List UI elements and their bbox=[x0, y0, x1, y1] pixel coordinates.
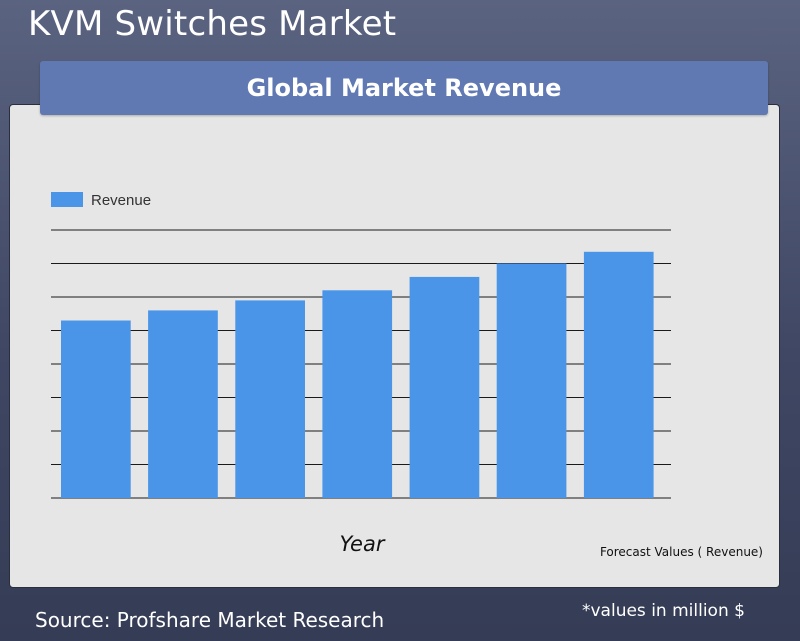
forecast-annotation: Forecast Values ( Revenue) bbox=[600, 545, 763, 559]
x-axis-label: Year bbox=[340, 532, 386, 556]
legend-label: Revenue bbox=[91, 192, 151, 209]
bar bbox=[496, 263, 567, 498]
chart-title: Global Market Revenue bbox=[246, 74, 562, 102]
bar bbox=[235, 300, 305, 498]
units-note: *values in million $ bbox=[582, 601, 745, 621]
bar bbox=[61, 320, 131, 498]
bar bbox=[148, 310, 218, 498]
bar bbox=[322, 290, 393, 498]
chart-banner: Global Market Revenue bbox=[40, 61, 768, 115]
bar bbox=[583, 251, 654, 498]
legend-swatch bbox=[51, 192, 83, 207]
bar bbox=[409, 276, 480, 498]
page-title: KVM Switches Market bbox=[28, 4, 397, 44]
source-credit: Source: Profshare Market Research bbox=[35, 608, 385, 632]
bars bbox=[61, 251, 654, 498]
legend: Revenue bbox=[51, 192, 151, 209]
